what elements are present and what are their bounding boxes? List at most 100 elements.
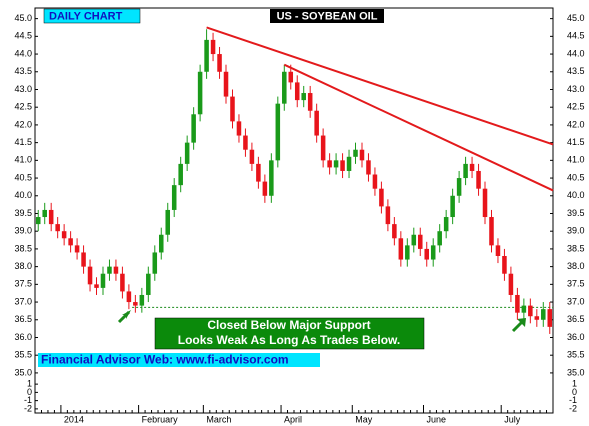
candle-body (443, 217, 449, 232)
candle-body (217, 54, 222, 72)
candle-body (437, 231, 442, 246)
y-tick-label: 42.5 (567, 102, 585, 112)
y-tick-label: 38.5 (567, 243, 585, 253)
y-tick-label: 41.0 (567, 155, 585, 165)
y2-tick-label: -2 (24, 403, 32, 413)
y-tick-label: 37.0 (14, 296, 32, 306)
arrow (117, 310, 131, 324)
candle-body (314, 110, 319, 136)
y-tick-label: 41.5 (14, 137, 32, 147)
y2-tick-label: -2 (569, 403, 577, 413)
candle-body (333, 160, 339, 168)
candle-body (359, 149, 365, 161)
candle-body (184, 142, 190, 164)
y-tick-label: 38.0 (14, 261, 32, 271)
candle-body (366, 160, 371, 175)
candle-body (495, 245, 501, 256)
candle-body (139, 294, 145, 306)
y-tick-label: 44.5 (14, 31, 32, 41)
chart-title: US - SOYBEAN OIL (277, 10, 378, 22)
y-tick-label: 42.0 (14, 119, 32, 129)
x-tick-label: May (355, 414, 373, 424)
y2-tick-label: -1 (24, 395, 32, 405)
y2-tick-label: 0 (572, 387, 577, 397)
y-tick-label: 43.5 (567, 66, 585, 76)
candle-body (262, 181, 268, 196)
y-tick-label: 37.5 (567, 279, 585, 289)
candle-body (126, 291, 132, 303)
candle-body (392, 224, 397, 239)
candle-body (87, 266, 93, 285)
title-box (270, 9, 384, 23)
y-tick-label: 42.0 (567, 119, 585, 129)
candle-body (210, 39, 216, 55)
subtitle-box (43, 8, 141, 24)
candle-body (424, 248, 430, 260)
candle-body (158, 234, 164, 253)
candle-body (249, 149, 255, 164)
candle-body (236, 121, 242, 136)
candle-body (385, 206, 391, 225)
candle-body (294, 82, 300, 101)
y-tick-label: 39.0 (567, 226, 585, 236)
y-tick-label: 36.5 (14, 314, 32, 324)
candle-body (191, 114, 196, 143)
y-tick-label: 44.0 (14, 48, 32, 58)
candle-body (340, 160, 345, 171)
candle-body (133, 302, 138, 306)
y-tick-label: 37.5 (14, 279, 32, 289)
candle-body (48, 209, 54, 225)
candle-body (282, 71, 287, 104)
candle-body (405, 245, 410, 260)
candle-body (61, 231, 67, 239)
candle-body (55, 224, 60, 232)
candle-body (541, 309, 546, 320)
candle-body (508, 273, 514, 295)
candle-body (327, 160, 332, 168)
candle-body (223, 71, 229, 97)
candle-body (502, 256, 507, 274)
candle-body (171, 185, 177, 210)
candle-body (165, 209, 171, 235)
y-tick-label: 36.5 (567, 314, 585, 324)
candle-body (534, 316, 540, 320)
candle-body (243, 135, 248, 150)
y-tick-label: 38.0 (567, 261, 585, 271)
candle-body (450, 195, 455, 218)
x-tick-label: April (284, 414, 302, 424)
trend-line (206, 26, 554, 146)
y-tick-label: 44.0 (567, 48, 585, 58)
y-tick-label: 41.5 (567, 137, 585, 147)
y-tick-label: 35.0 (567, 367, 585, 377)
candle-body (197, 71, 203, 115)
y-tick-label: 36.0 (567, 332, 585, 342)
y-tick-label: 43.0 (14, 84, 32, 94)
y-tick-label: 40.0 (567, 190, 585, 200)
y-tick-label: 39.5 (14, 208, 32, 218)
y-tick-label: 45.0 (14, 13, 32, 23)
candle-body (68, 238, 73, 246)
candle-body (411, 234, 417, 246)
candle-body (81, 252, 86, 267)
candle-body (120, 273, 125, 292)
y2-tick-label: -1 (569, 395, 577, 405)
candle-body (113, 266, 119, 274)
candle-body (152, 252, 158, 274)
y2-tick-label: 0 (27, 387, 32, 397)
arrow-shaft (117, 310, 131, 324)
candle-body (482, 188, 488, 218)
candle-body (417, 234, 423, 249)
candle-body (372, 174, 378, 189)
y-tick-label: 37.0 (567, 296, 585, 306)
candle-body (42, 209, 47, 218)
candle-body (320, 135, 326, 161)
candle-body (146, 273, 151, 295)
candle-body (489, 217, 494, 246)
y-tick-label: 39.5 (567, 208, 585, 218)
y-tick-label: 36.0 (14, 332, 32, 342)
footer: Financial Advisor Web: www.fi-advisor.co… (41, 353, 289, 367)
y-tick-label: 40.5 (567, 172, 585, 182)
chart-subtitle: DAILY CHART (49, 10, 123, 22)
candle-body (346, 156, 352, 171)
